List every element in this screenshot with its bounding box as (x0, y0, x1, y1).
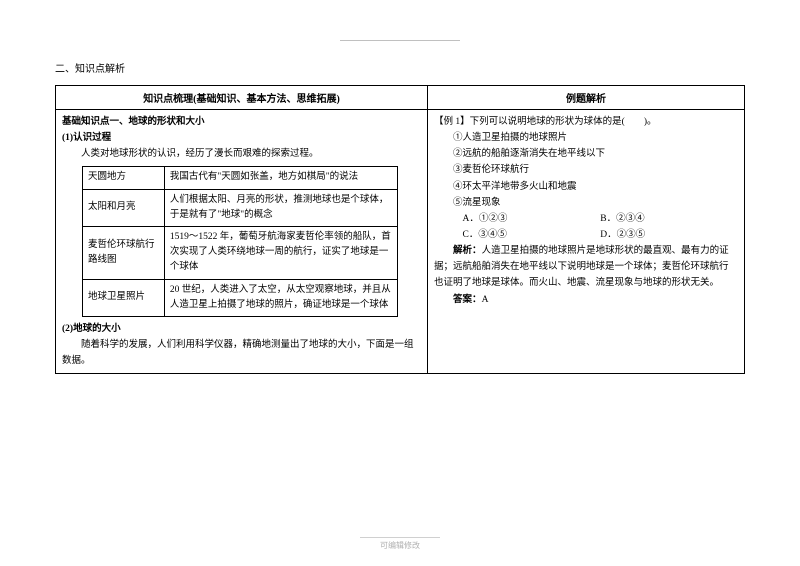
section-header: 二、知识点解析 (55, 60, 745, 75)
q-item: ②远航的船舶逐渐消失在地平线以下 (434, 146, 738, 162)
option-a: A．①②③ (463, 211, 601, 227)
analysis: 解析：人造卫星拍摄的地球照片是地球形状的最直观、最有力的证据；远航船舶消失在地平… (434, 243, 738, 291)
inner-c1: 地球卫星照片 (83, 279, 165, 316)
inner-c1: 天圆地方 (83, 167, 165, 189)
q-item: ①人造卫星拍摄的地球照片 (434, 130, 738, 146)
q-item: ④环太平洋地带多火山和地震 (434, 179, 738, 195)
question-label: 【例 1】下列可以说明地球的形状为球体的是( )。 (434, 114, 738, 130)
top-separator (340, 40, 460, 41)
inner-c2: 1519～1522 年，葡萄牙航海家麦哲伦率领的船队，首次实现了人类环绕地球一周… (164, 226, 397, 279)
option-b: B．②③④ (600, 211, 738, 227)
option-d: D．②③⑤ (600, 227, 738, 243)
options-row-2: C．③④⑤ D．②③⑤ (434, 227, 738, 243)
answer-text: A (482, 295, 489, 305)
inner-row: 天圆地方 我国古代有"天圆如张盖，地方如棋局"的说法 (83, 167, 398, 189)
inner-c1: 麦哲伦环球航行路线图 (83, 226, 165, 279)
inner-row: 地球卫星照片 20 世纪，人类进入了太空，从太空观察地球，并且从人造卫星上拍摄了… (83, 279, 398, 316)
left-outro: 随着科学的发展，人们利用科学仪器，精确地测量出了地球的大小，下面是一组数据。 (62, 337, 421, 369)
right-cell: 【例 1】下列可以说明地球的形状为球体的是( )。 ①人造卫星拍摄的地球照片 ②… (428, 110, 745, 374)
left-heading: 基础知识点一、地球的形状和大小 (62, 114, 421, 130)
header-row: 知识点梳理(基础知识、基本方法、思维拓展) 例题解析 (56, 86, 745, 110)
answer-label: 答案： (453, 295, 482, 305)
left-cell: 基础知识点一、地球的形状和大小 (1)认识过程 人类对地球形状的认识，经历了漫长… (56, 110, 428, 374)
left-sub1: (1)认识过程 (62, 130, 421, 146)
left-intro: 人类对地球形状的认识，经历了漫长而艰难的探索过程。 (62, 146, 421, 162)
content-row: 基础知识点一、地球的形状和大小 (1)认识过程 人类对地球形状的认识，经历了漫长… (56, 110, 745, 374)
q-item: ⑤流星现象 (434, 195, 738, 211)
answer: 答案：A (434, 292, 738, 308)
header-left: 知识点梳理(基础知识、基本方法、思维拓展) (56, 86, 428, 110)
analysis-label: 解析： (453, 246, 482, 256)
footer-text: 可编辑修改 (360, 537, 440, 551)
inner-row: 太阳和月亮 人们根据太阳、月亮的形状，推测地球也是个球体，于是就有了"地球"的概… (83, 189, 398, 226)
main-table: 知识点梳理(基础知识、基本方法、思维拓展) 例题解析 基础知识点一、地球的形状和… (55, 85, 745, 374)
options-row-1: A．①②③ B．②③④ (434, 211, 738, 227)
inner-row: 麦哲伦环球航行路线图 1519～1522 年，葡萄牙航海家麦哲伦率领的船队，首次… (83, 226, 398, 279)
left-sub2: (2)地球的大小 (62, 321, 421, 337)
inner-c2: 我国古代有"天圆如张盖，地方如棋局"的说法 (164, 167, 397, 189)
inner-c2: 人们根据太阳、月亮的形状，推测地球也是个球体，于是就有了"地球"的概念 (164, 189, 397, 226)
inner-table: 天圆地方 我国古代有"天圆如张盖，地方如棋局"的说法 太阳和月亮 人们根据太阳、… (82, 166, 398, 317)
option-c: C．③④⑤ (463, 227, 601, 243)
inner-c1: 太阳和月亮 (83, 189, 165, 226)
q-item: ③麦哲伦环球航行 (434, 162, 738, 178)
inner-c2: 20 世纪，人类进入了太空，从太空观察地球，并且从人造卫星上拍摄了地球的照片，确… (164, 279, 397, 316)
header-right: 例题解析 (428, 86, 745, 110)
